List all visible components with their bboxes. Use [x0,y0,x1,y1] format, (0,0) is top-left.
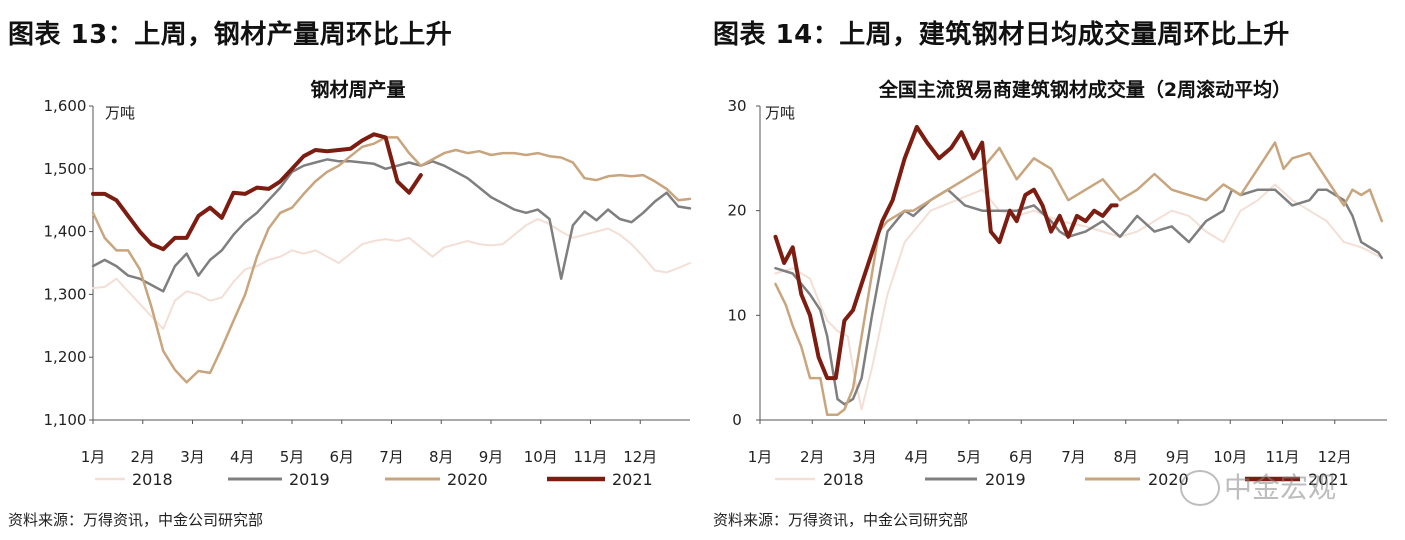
x-tick-label: 9月 [1166,448,1191,466]
unit-label: 万吨 [105,104,135,122]
x-tick-label: 12月 [623,448,657,466]
series-line-2018 [92,218,691,330]
y-tick-label: 10 [727,306,746,324]
series-line-2019 [91,158,692,293]
x-tick-label: 1月 [81,448,106,466]
source-note: 资料来源：万得资讯，中金公司研究部 [8,511,264,529]
legend-label-2018: 2018 [132,470,173,489]
figure-title: 图表 13：上周，钢材产量周环比上升 [8,20,453,50]
legend-label-2018: 2018 [823,470,864,489]
x-tick-label: 6月 [329,448,354,466]
unit-label: 万吨 [765,104,795,122]
x-tick-label: 1月 [748,448,773,466]
chart-title: 全国主流贸易商建筑钢材成交量（2周滚动平均） [878,78,1291,101]
y-tick-label: 1,100 [44,411,87,429]
x-tick-label: 6月 [1009,448,1034,466]
y-tick-label: 1,400 [44,223,87,241]
x-tick-label: 11月 [573,448,607,466]
figure-13-panel: 图表 13：上周，钢材产量周环比上升 钢材周产量万吨 1,100 1,200 1,30… [0,0,700,540]
series-line-2020 [91,136,692,384]
x-tick-label: 9月 [479,448,504,466]
x-tick-label: 2月 [800,448,825,466]
legend-label-2021: 2021 [1308,470,1349,489]
x-tick-label: 2月 [130,448,155,466]
x-tick-label: 4月 [230,448,255,466]
y-tick-label: 1,300 [44,285,87,303]
source-note: 资料来源：万得资讯，中金公司研究部 [713,511,969,529]
x-tick-label: 5月 [957,448,982,466]
x-tick-label: 12月 [1318,448,1352,466]
figure-title: 图表 14：上周，建筑钢材日均成交量周环比上升 [713,20,1290,50]
x-tick-label: 8月 [429,448,454,466]
x-tick-label: 4月 [904,448,929,466]
series-line-2021 [91,132,423,252]
legend-label-2020: 2020 [1148,470,1189,489]
series-line-2021 [773,124,1119,381]
x-tick-label: 7月 [1061,448,1086,466]
x-tick-label: 5月 [280,448,305,466]
x-tick-label: 3月 [180,448,205,466]
y-tick-label: 1,200 [44,348,87,366]
x-tick-label: 11月 [1265,448,1299,466]
x-tick-label: 10月 [524,448,558,466]
series-line-2019 [774,188,1384,406]
y-tick-label: 0 [732,411,742,429]
x-tick-label: 7月 [379,448,404,466]
y-tick-label: 30 [727,97,746,115]
figure-14-panel: 图表 14：上周，建筑钢材日均成交量周环比上升 全国主流贸易商建筑钢材成交量（2… [705,0,1405,540]
construction-steel-volume-chart: 全国主流贸易商建筑钢材成交量（2周滚动平均） 万吨 0 10 20 30 1月 2月 3月 4月 5… [727,78,1387,489]
x-tick-label: 10月 [1213,448,1247,466]
y-tick-label: 1,600 [44,97,87,115]
y-tick-label: 20 [727,202,746,220]
x-tick-label: 8月 [1113,448,1138,466]
legend-label-2019: 2019 [289,470,330,489]
legend-label-2019: 2019 [985,470,1026,489]
legend-label-2020: 2020 [447,470,488,489]
chart-title: 钢材周产量 [310,78,405,101]
series-line-2020 [774,141,1384,417]
x-tick-label: 3月 [852,448,877,466]
legend-label-2021: 2021 [612,470,653,489]
y-tick-label: 1,500 [44,160,87,178]
